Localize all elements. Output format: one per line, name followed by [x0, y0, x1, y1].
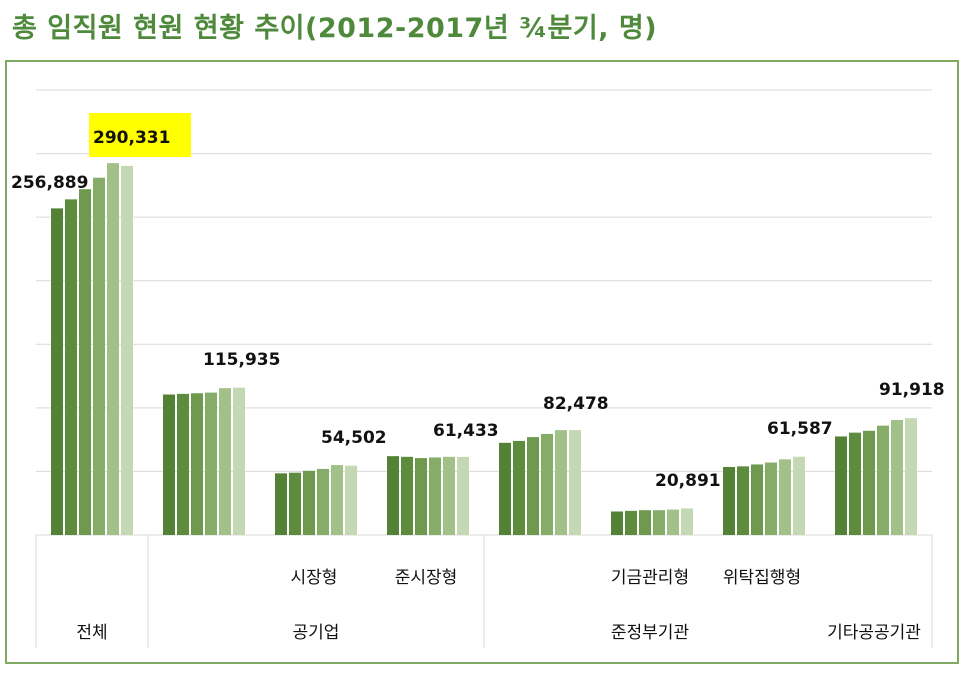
bar [751, 464, 763, 535]
bar [289, 472, 301, 535]
data-label: 82,478 [543, 394, 609, 414]
data-label: 256,889 [11, 173, 88, 193]
bar [863, 430, 875, 535]
category-label: 시장형 [291, 568, 338, 588]
bar [163, 394, 175, 535]
data-label: 91,918 [879, 380, 945, 400]
bar [555, 430, 567, 535]
bar [779, 459, 791, 535]
highlight-box [89, 113, 191, 157]
category-group-label: 공기업 [293, 623, 340, 643]
bar [345, 465, 357, 535]
bar [107, 163, 119, 535]
data-label: 61,433 [433, 421, 499, 441]
bar [191, 393, 203, 535]
bar [905, 418, 917, 535]
category-label: 기금관리형 [611, 568, 689, 588]
bar [541, 433, 553, 535]
data-label: 61,587 [767, 419, 833, 439]
category-group-label: 기타공공기관 [827, 623, 921, 643]
data-label: 54,502 [321, 428, 387, 448]
bar [429, 457, 441, 535]
bar [499, 442, 511, 535]
bar [835, 436, 847, 535]
bar [765, 462, 777, 535]
bar [513, 440, 525, 535]
bar [387, 456, 399, 535]
bar [723, 466, 735, 535]
bar [625, 510, 637, 535]
data-label: 20,891 [655, 471, 721, 491]
bar [653, 510, 665, 535]
bar [527, 437, 539, 535]
bar [891, 419, 903, 535]
data-label: 290,331 [93, 128, 170, 148]
bar [611, 511, 623, 535]
category-group-label: 전체 [76, 623, 107, 643]
bar [79, 189, 91, 535]
chart-frame [5, 60, 959, 664]
chart-title: 총 임직원 현원 현황 추이(2012-2017년 ¾분기, 명) [12, 13, 658, 44]
bar [93, 177, 105, 535]
data-label: 115,935 [203, 350, 280, 370]
bar [457, 456, 469, 535]
bar [121, 165, 133, 535]
bar [331, 465, 343, 535]
bar [317, 468, 329, 535]
bar [737, 466, 749, 535]
bar [849, 432, 861, 535]
bar [303, 470, 315, 535]
category-group-label: 준정부기관 [611, 623, 689, 643]
bar [569, 430, 581, 535]
bar [219, 388, 231, 535]
bar [65, 199, 77, 536]
bar [233, 387, 245, 535]
bar [681, 508, 693, 535]
bar [877, 425, 889, 535]
bar [51, 208, 63, 536]
bar [667, 509, 679, 535]
bar [639, 510, 651, 535]
bar [793, 456, 805, 535]
category-label: 준시장형 [395, 568, 458, 588]
category-label: 위탁집행형 [723, 568, 801, 588]
bar [443, 456, 455, 535]
bar [415, 458, 427, 535]
bar [401, 456, 413, 535]
bar [275, 473, 287, 535]
bar [205, 392, 217, 535]
bar [177, 393, 189, 535]
